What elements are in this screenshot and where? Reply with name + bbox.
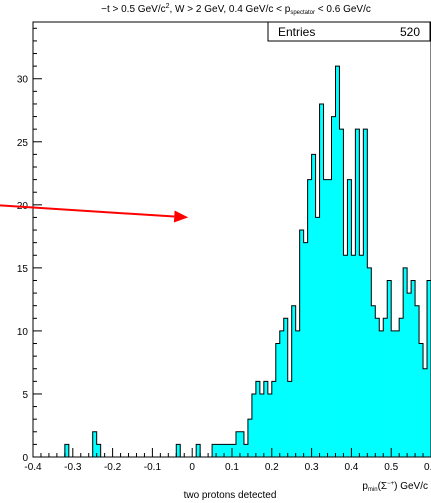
histogram-bar (371, 305, 376, 457)
histogram-bar (323, 179, 328, 457)
histogram-bar (279, 330, 285, 457)
histogram-bar (275, 343, 281, 457)
x-tick-label: 0.3 (305, 462, 319, 473)
histogram-bar (423, 368, 428, 457)
histogram-bar (383, 318, 388, 457)
histogram-bar (395, 330, 400, 457)
histogram-bar (295, 330, 300, 457)
x-axis: -0.4 -0.3 -0.2 -0.1 0 0.1 0.2 0.3 0.4 0.5 0.6 (24, 448, 431, 473)
x-tick-label: -0.4 (24, 462, 42, 473)
histogram-bar (287, 381, 292, 457)
chart-caption: two protons detected (184, 490, 277, 501)
y-tick-label: 25 (17, 138, 29, 149)
histogram-bar (64, 444, 70, 457)
histogram-bar (315, 217, 320, 457)
title-sup: 2 (166, 3, 170, 10)
histogram-bar (367, 267, 372, 457)
histogram-bar (307, 179, 312, 457)
histogram-bar (331, 116, 336, 457)
histogram-bar (176, 444, 181, 457)
histogram-bar (196, 444, 201, 457)
histogram-bars (64, 66, 431, 458)
histogram-bar (335, 66, 340, 457)
x-tick-label: 0.4 (344, 462, 358, 473)
y-tick-label: 10 (17, 327, 29, 338)
histogram-bar (363, 129, 368, 457)
y-axis: 051015202530 (17, 27, 42, 464)
histogram-bar (343, 255, 348, 457)
xlabel-pre: p (362, 481, 368, 492)
x-axis-title: pmin(Σ−+) GeV/c (362, 481, 428, 493)
title-pre: −t > 0.5 GeV/c (101, 4, 165, 15)
histogram-bar (327, 179, 332, 457)
histogram-bar (247, 419, 253, 457)
histogram-bar (339, 129, 344, 457)
y-tick-label: 30 (17, 75, 29, 86)
stats-value: 520 (400, 25, 420, 39)
y-tick-label: 5 (22, 390, 28, 401)
histogram-bar (216, 444, 221, 457)
histogram-bar (255, 381, 261, 457)
chart-title: −t > 0.5 GeV/c2, W > 2 GeV, 0.4 GeV/c < … (101, 3, 371, 16)
histogram-bar (224, 444, 229, 457)
histogram-bar (419, 343, 424, 457)
x-tick-label: 0.2 (265, 462, 279, 473)
y-tick-label: 15 (17, 264, 29, 275)
y-tick-label: 0 (22, 453, 28, 464)
histogram-bar (403, 267, 408, 457)
histogram-bar (411, 280, 416, 457)
histogram-bar (355, 129, 360, 457)
histogram-bar (235, 431, 241, 457)
x-tick-label: 0.6 (424, 462, 431, 473)
histogram-bar (347, 179, 352, 457)
histogram-bar (359, 255, 364, 457)
histogram-bar (427, 280, 431, 457)
histogram-bar (291, 305, 296, 457)
xlabel-sub: min (368, 487, 378, 493)
histogram-bar (351, 255, 356, 457)
histogram-bar (415, 305, 420, 457)
stats-box: Entries 520 (267, 21, 431, 42)
title-post: < 0.6 GeV/c (315, 4, 371, 15)
histogram-bar (263, 381, 269, 457)
x-tick-label: 0.5 (384, 462, 398, 473)
histogram-bar (271, 381, 277, 457)
histogram-bar (228, 444, 233, 457)
histogram-bar (319, 103, 324, 458)
histogram-bar (283, 318, 289, 457)
x-tick-label: -0.3 (64, 462, 82, 473)
x-tick-label: -0.1 (144, 462, 162, 473)
histogram-bar (212, 444, 217, 457)
xlabel-post: ) GeV/c (394, 481, 428, 492)
histogram-bar (399, 318, 404, 457)
histogram-bar (311, 154, 316, 458)
histogram-bar (303, 242, 308, 457)
histogram-outline (33, 65, 431, 458)
histogram-bar (391, 330, 396, 457)
x-tick-label: -0.2 (104, 462, 122, 473)
histogram-bar (96, 444, 101, 457)
title-mid: , W > 2 GeV, 0.4 GeV/c < p (170, 4, 291, 15)
title-sub: spectator (290, 10, 315, 16)
histogram-bar (92, 431, 97, 457)
histogram-bar (220, 444, 225, 457)
x-tick-label: 0.1 (225, 462, 239, 473)
histogram-bar (407, 293, 412, 457)
xlabel-sup: −+ (387, 481, 395, 487)
histogram-bar (239, 431, 245, 457)
histogram-bar (267, 393, 273, 457)
histogram-bar (232, 444, 237, 457)
histogram-bar (379, 330, 384, 457)
histogram-bar (251, 393, 257, 457)
histogram-bar (259, 393, 265, 457)
histogram-bar (375, 318, 380, 457)
stats-label: Entries (278, 25, 315, 39)
histogram-bar (243, 444, 249, 457)
x-tick-label: 0 (189, 462, 195, 473)
red-arrow-annotation (0, 204, 189, 223)
xlabel-mid: (Σ (378, 481, 388, 492)
histogram-bar (299, 230, 304, 457)
histogram-bar (387, 280, 392, 457)
